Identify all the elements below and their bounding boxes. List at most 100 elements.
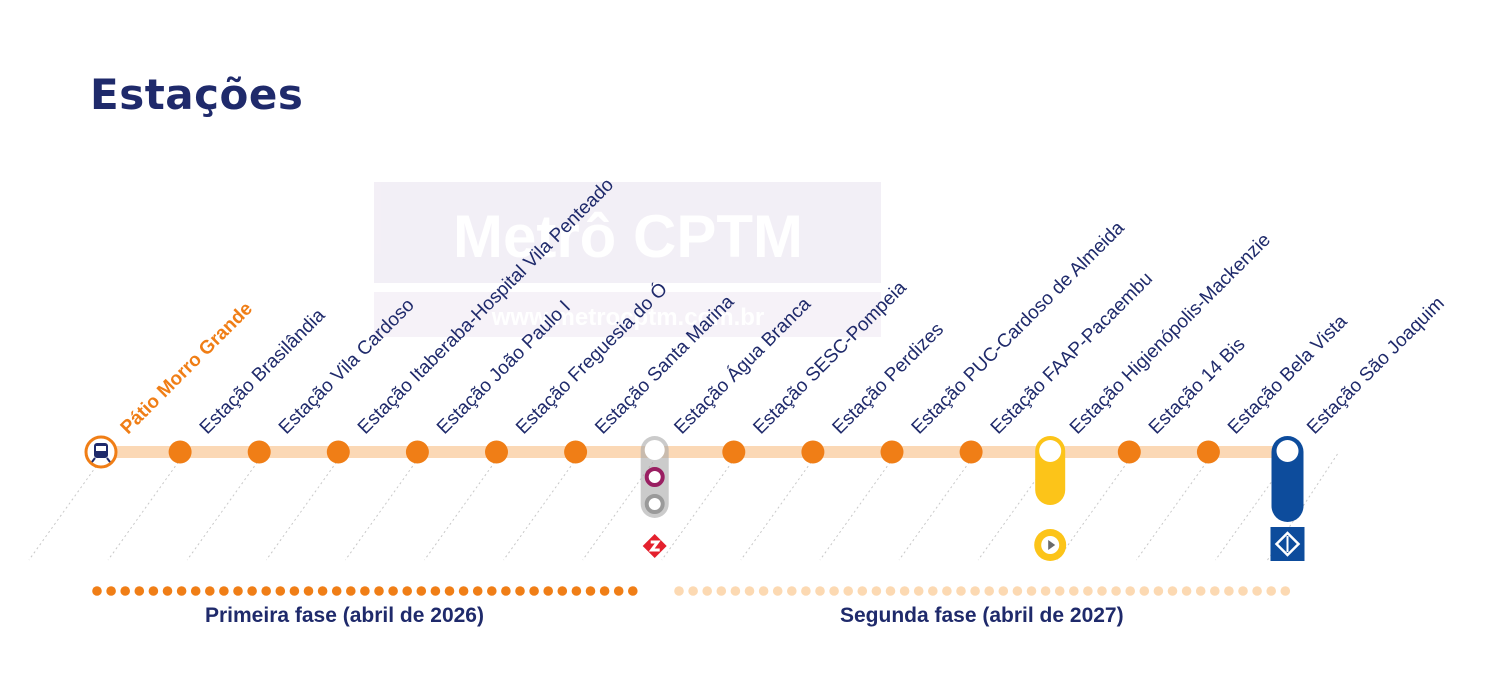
watermark-url: www.metrocptm.com.br <box>491 304 764 331</box>
phase-dot <box>205 586 215 596</box>
station-marker <box>1117 440 1141 464</box>
hatch-line <box>819 453 897 561</box>
station-marker <box>168 440 192 464</box>
interchange-dot <box>1276 440 1299 462</box>
phase-dot <box>1266 586 1276 596</box>
phase-dot <box>613 586 624 596</box>
watermark: Metrô CPTM www.metrocptm.com.br <box>374 182 881 337</box>
phase-dot <box>599 586 610 596</box>
station-label: Estação São Joaquim <box>1303 293 1449 439</box>
station-marker <box>1270 436 1305 561</box>
phase-dot <box>970 586 980 596</box>
phase-dot <box>1069 586 1079 596</box>
phase-dot <box>1111 586 1121 596</box>
phase-dot <box>374 586 384 596</box>
phase-1-dots <box>92 586 638 596</box>
interchange-ring-gray <box>644 494 665 514</box>
phase-dot <box>857 586 868 596</box>
phase-dot <box>998 586 1009 596</box>
hatch-line <box>28 453 106 561</box>
station-marker <box>405 440 429 464</box>
phase-dot <box>956 586 966 596</box>
phase-dot <box>472 586 483 596</box>
station-dot <box>168 440 192 464</box>
phase-2-dots <box>674 586 1291 596</box>
phase-dot <box>744 586 755 596</box>
station-dot <box>801 440 825 464</box>
station-marker <box>801 440 825 464</box>
phase-dot <box>688 586 698 596</box>
page-title: Estações <box>90 70 304 119</box>
interchange-dot <box>644 440 665 460</box>
station-dot <box>485 440 508 464</box>
phase-dot <box>275 586 286 596</box>
hatch-line <box>503 453 581 561</box>
station-marker <box>247 440 271 464</box>
phase-dot <box>430 586 441 596</box>
hatch-line <box>265 453 343 561</box>
station-dot <box>1196 440 1220 464</box>
phase-dot <box>458 586 469 596</box>
phase-dot <box>162 586 173 596</box>
line-4-yellow-icon <box>1034 529 1067 561</box>
phase-dot <box>1167 586 1178 596</box>
station-marker <box>326 440 350 464</box>
phase-dot <box>92 586 102 596</box>
phase-dot <box>1139 586 1150 596</box>
hatch-line <box>1056 453 1134 561</box>
watermark-band <box>374 182 881 283</box>
station-dot <box>405 440 429 464</box>
phase-dot <box>360 586 370 596</box>
metro-logo-icon <box>1270 527 1305 561</box>
hatch-line <box>740 453 818 561</box>
station-marker <box>722 440 746 464</box>
phase-dot <box>674 586 684 596</box>
yard-label: Pátio Morro Grande <box>117 298 257 438</box>
phase-dot <box>1195 586 1206 596</box>
phase-dot <box>815 586 825 596</box>
station-marker <box>959 440 983 464</box>
station-dot <box>959 440 983 464</box>
station-marker <box>640 436 669 558</box>
phase-dot <box>444 586 455 596</box>
interchange-ring-magenta <box>644 467 665 487</box>
phase-dot <box>829 586 839 596</box>
hatch-line <box>661 453 739 561</box>
phase-dot <box>1040 586 1051 596</box>
watermark-band-lower <box>374 292 881 337</box>
phase-dot <box>571 586 582 596</box>
phase-1-label: Primeira fase (abril de 2026) <box>205 604 484 627</box>
phase-dot <box>1125 586 1135 596</box>
hatch-line <box>186 453 264 561</box>
phase-dot <box>1280 586 1291 596</box>
phase-dot <box>219 586 229 596</box>
hatch-line <box>424 453 501 561</box>
station-label: Estação FAAP-Pacaembu <box>987 268 1157 438</box>
phase-dot <box>261 586 272 596</box>
phase-dot <box>247 586 257 596</box>
phase-dot <box>120 586 130 596</box>
phase-2-label: Segunda fase (abril de 2027) <box>840 604 1124 627</box>
phase-dot <box>543 586 553 596</box>
hatch-line <box>107 453 185 561</box>
station-dot <box>247 440 271 464</box>
station-dot <box>326 440 350 464</box>
phase-dot <box>885 586 896 596</box>
phase-dot <box>702 586 712 596</box>
phase-dot <box>984 586 994 596</box>
station-label: Estação Vila Cardoso <box>275 295 419 439</box>
phase-dot <box>515 586 525 596</box>
phase-dot <box>628 586 638 596</box>
phase-dot <box>289 586 300 596</box>
hatch-line <box>1135 453 1213 561</box>
phase-dot <box>303 586 314 596</box>
station-marker <box>1034 436 1067 561</box>
phase-dot <box>1224 586 1234 596</box>
train-icon <box>91 443 111 463</box>
phase-dot <box>843 586 853 596</box>
phase-dot <box>148 586 159 596</box>
station-marker <box>880 440 904 464</box>
phase-dot <box>501 586 511 596</box>
phase-dot <box>716 586 727 596</box>
